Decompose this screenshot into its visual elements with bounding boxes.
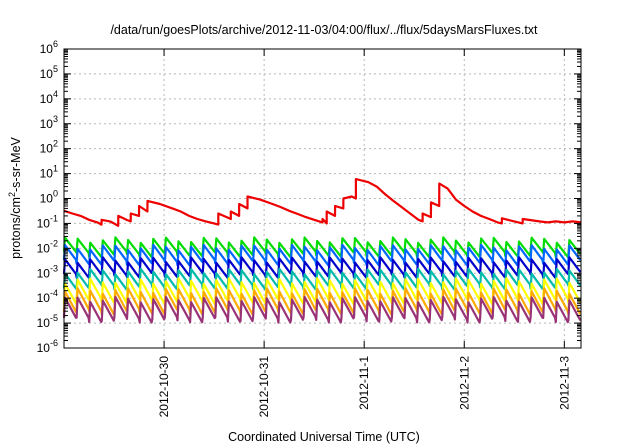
y-tick-label: 102 xyxy=(40,139,58,156)
x-tick-label: 2012-11-1 xyxy=(357,356,371,410)
y-tick-exponent: -5 xyxy=(50,313,58,323)
x-axis-title: Coordinated Universal Time (UTC) xyxy=(228,430,420,444)
x-tick-label: 2012-11-3 xyxy=(557,356,571,410)
series-line-1 xyxy=(63,178,582,227)
y-tick-base: 10 xyxy=(37,216,51,230)
y-tick-label: 10-2 xyxy=(37,238,58,255)
y-tick-exponent: -2 xyxy=(50,238,58,248)
y-tick-label: 104 xyxy=(40,89,58,106)
axis-ticks xyxy=(64,48,581,349)
series-line-8 xyxy=(62,295,582,324)
y-tick-exponent: 5 xyxy=(53,64,58,74)
y-axis-title-suffix: -s-sr-MeV xyxy=(9,136,23,192)
y-tick-base: 10 xyxy=(37,291,51,305)
y-tick-exponent: 1 xyxy=(53,164,58,174)
series-line-2 xyxy=(62,236,582,259)
series-layer xyxy=(62,178,582,324)
y-tick-base: 10 xyxy=(37,241,51,255)
y-tick-base: 10 xyxy=(40,42,54,56)
y-tick-label: 10-1 xyxy=(37,213,58,230)
y-tick-base: 10 xyxy=(37,341,51,355)
y-tick-label: 10-4 xyxy=(37,288,58,305)
y-tick-labels: 10-610-510-410-310-210-11001011021031041… xyxy=(37,39,58,355)
y-tick-label: 10-6 xyxy=(37,338,58,355)
x-tick-label: 2012-10-30 xyxy=(157,356,171,418)
y-axis-title-sup: 2 xyxy=(7,192,17,197)
x-tick-label: 2012-11-2 xyxy=(457,356,471,410)
x-tick-label: 2012-10-31 xyxy=(257,356,271,418)
chart-title: /data/run/goesPlots/archive/2012-11-03/0… xyxy=(110,23,538,37)
y-tick-exponent: -1 xyxy=(50,213,58,223)
y-tick-exponent: 6 xyxy=(53,39,58,49)
y-tick-exponent: 4 xyxy=(53,89,58,99)
y-tick-label: 101 xyxy=(40,164,58,181)
y-tick-base: 10 xyxy=(40,142,54,156)
y-tick-exponent: -3 xyxy=(50,263,58,273)
y-tick-base: 10 xyxy=(37,266,51,280)
y-tick-exponent: -4 xyxy=(50,288,58,298)
y-tick-label: 10-5 xyxy=(37,313,58,330)
y-tick-exponent: 2 xyxy=(53,139,58,149)
series-line-3 xyxy=(62,243,582,267)
y-tick-base: 10 xyxy=(37,316,51,330)
y-tick-exponent: 0 xyxy=(53,189,58,199)
y-tick-label: 106 xyxy=(40,39,58,56)
x-tick-labels: 2012-10-30 2012-10-31 2012-11-1 2012-11-2 20… xyxy=(157,356,571,418)
y-tick-base: 10 xyxy=(40,67,54,81)
y-tick-label: 103 xyxy=(40,114,58,131)
y-tick-exponent: 3 xyxy=(53,114,58,124)
y-tick-label: 105 xyxy=(40,64,58,81)
y-axis-title: protons/cm2-s-sr-MeV xyxy=(7,136,23,258)
y-tick-base: 10 xyxy=(40,117,54,131)
y-tick-base: 10 xyxy=(40,92,54,106)
y-tick-label: 10-3 xyxy=(37,263,58,280)
y-tick-exponent: -6 xyxy=(50,338,58,348)
y-tick-label: 100 xyxy=(40,189,58,206)
y-tick-base: 10 xyxy=(40,167,54,181)
y-tick-base: 10 xyxy=(40,192,54,206)
y-axis-title-prefix: protons/cm xyxy=(9,197,23,259)
